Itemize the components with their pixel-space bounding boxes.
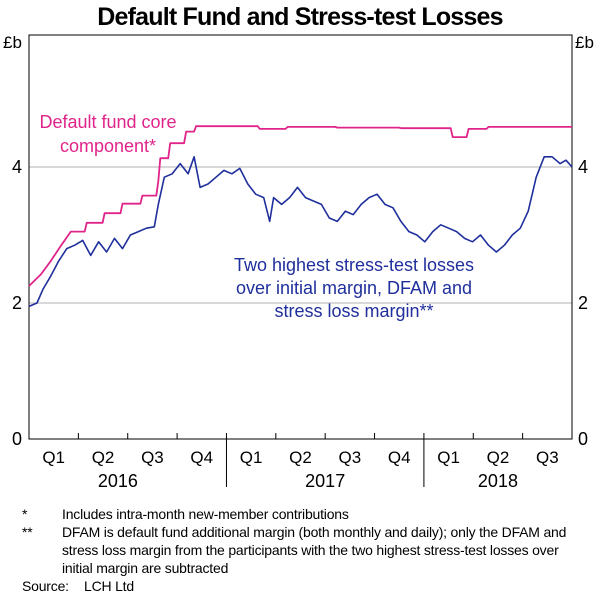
y-tick-left-2: 2 [12,293,22,313]
chart-title: Default Fund and Stress-test Losses [97,3,502,31]
x-year-label-2018: 2018 [478,471,518,491]
x-tick-quarter: Q1 [42,448,65,467]
x-tick-quarter: Q2 [487,448,510,467]
y-tick-right-0: 0 [578,429,588,449]
footnote-1-mark: * [22,506,28,522]
y-axis-ticks: 0 0 2 2 4 4 [12,157,588,449]
x-tick-quarter: Q3 [141,448,164,467]
x-tick-quarter: Q1 [437,448,460,467]
footnote-1: * Includes intra-month new-member contri… [22,505,592,523]
series-line-stress-losses [28,156,573,308]
x-tick-quarter: Q2 [289,448,312,467]
label-stress-losses-line: Two highest stress-test losses [234,255,474,275]
footnotes: * Includes intra-month new-member contri… [22,505,592,595]
source-text: LCH Ltd [84,578,134,594]
chart: Default Fund and Stress-test Losses £b £… [3,3,594,491]
y-tick-left-4: 4 [12,157,22,177]
label-default-fund-line: Default fund core [39,112,176,132]
footnote-2-mark: ** [22,524,33,540]
x-tick-quarter: Q3 [536,448,559,467]
left-unit-label: £b [3,33,22,52]
plot-border [28,34,573,440]
x-tick-quarter: Q4 [190,448,213,467]
series-lines [28,125,573,308]
series-line-default-fund [28,125,572,287]
footnote-2: ** DFAM is default fund additional margi… [22,523,592,577]
series-labels: Default fund core component* Two highest s… [39,112,474,321]
y-tick-left-0: 0 [12,429,22,449]
label-stress-losses-line: stress loss margin** [274,301,433,321]
footnote-1-text: Includes intra-month new-member contribu… [62,506,349,522]
x-tick-quarter: Q3 [339,448,362,467]
x-tick-quarter: Q4 [388,448,411,467]
x-year-label-2017: 2017 [305,471,345,491]
right-unit-label: £b [575,33,594,52]
x-year-label-2016: 2016 [98,471,138,491]
y-tick-right-2: 2 [578,293,588,313]
x-tick-quarter: Q1 [240,448,263,467]
source-label: Source: [22,578,69,594]
label-default-fund-line: component* [60,136,156,156]
x-tick-quarter: Q2 [92,448,115,467]
source: Source: LCH Ltd [22,577,592,595]
y-tick-right-4: 4 [578,157,588,177]
label-stress-losses-line: over initial margin, DFAM and [236,278,472,298]
plot-frame [28,34,573,440]
footnote-2-text: DFAM is default fund additional margin (… [62,524,567,576]
